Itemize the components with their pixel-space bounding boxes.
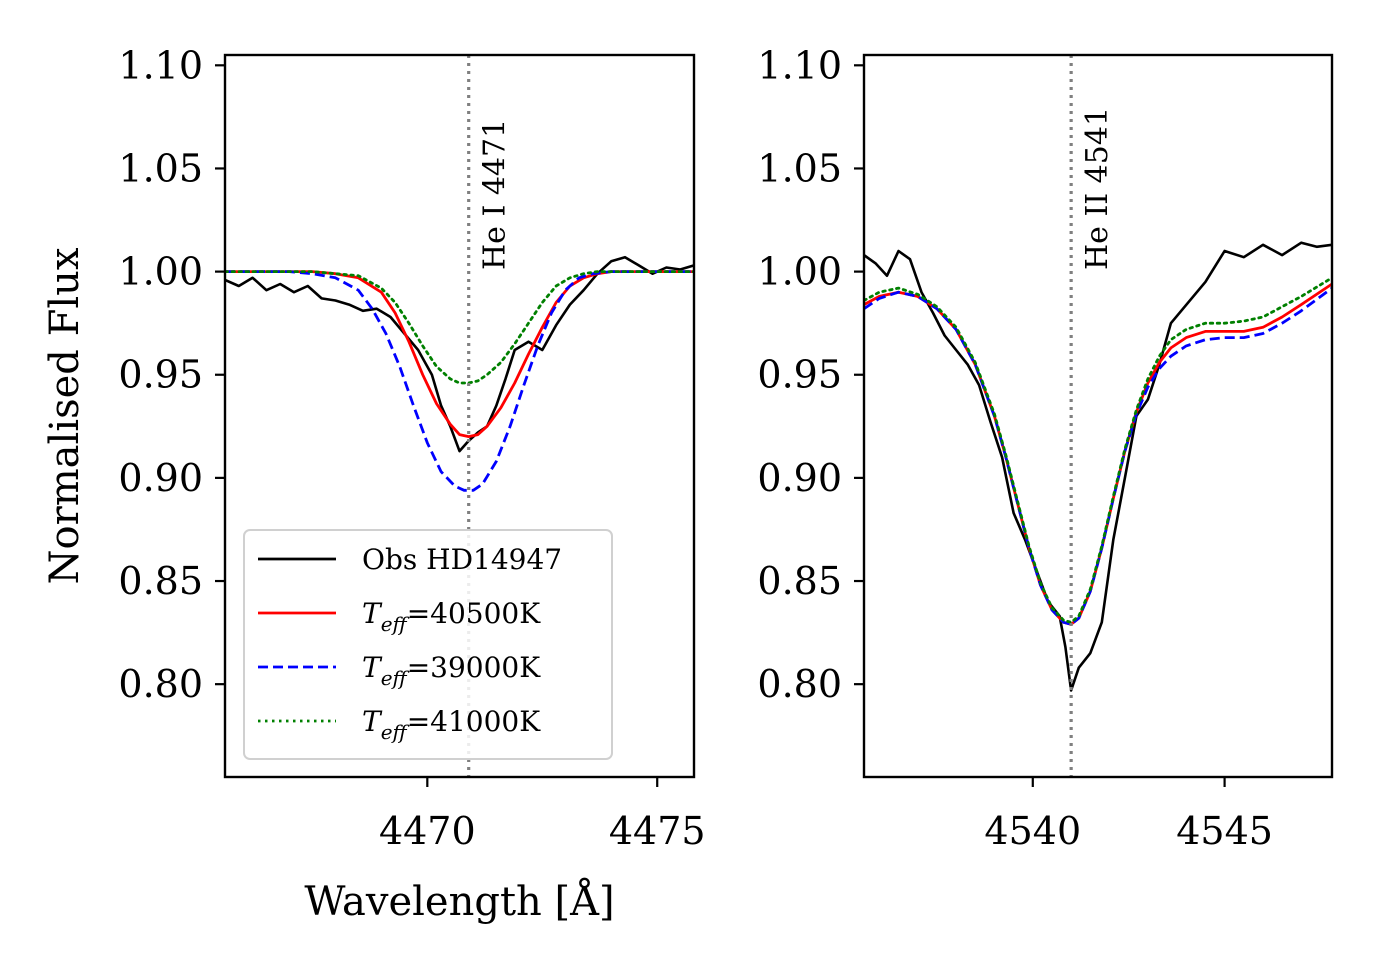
series-group <box>225 255 694 492</box>
series-line-t39000 <box>225 270 694 492</box>
y-tick-label: 0.95 <box>118 353 203 397</box>
legend-label-text: =41000K <box>407 705 542 738</box>
series-line-obs <box>864 241 1332 692</box>
legend-label-prefix: T <box>362 651 383 684</box>
legend-label-subscript: eff <box>381 720 411 744</box>
y-tick-label: 1.00 <box>757 250 842 294</box>
y-tick-label: 1.05 <box>118 146 203 190</box>
axes-frame <box>862 53 1334 779</box>
legend-label-t39000: Teff=39000K <box>362 651 541 690</box>
series-line-obs <box>225 255 694 453</box>
legend-label-prefix: T <box>362 705 383 738</box>
legend-label-subscript: eff <box>381 666 411 690</box>
legend-label-obs: Obs HD14947 <box>362 543 562 576</box>
y-tick-label: 0.80 <box>118 662 203 706</box>
y-tick-label: 0.90 <box>118 456 203 500</box>
legend-label-text: =39000K <box>407 651 542 684</box>
series-line-t40500 <box>225 270 694 439</box>
y-tick-label: 0.95 <box>757 353 842 397</box>
legend-label-text: Obs HD14947 <box>362 543 562 576</box>
y-tick-label: 1.10 <box>118 43 203 87</box>
legend-label-prefix: T <box>362 597 383 630</box>
series-line-t41000 <box>225 270 694 385</box>
reference-line-label: He II 4541 <box>1080 107 1115 270</box>
y-tick-label: 1.00 <box>118 250 203 294</box>
series-group <box>864 241 1332 692</box>
panel-he-i-4471: 0.80 0.85 0.90 0.95 1.00 1.05 1.10 4470 4475 He I… <box>42 43 706 925</box>
y-tick-label: 0.90 <box>757 456 842 500</box>
x-tick-label: 4540 <box>984 809 1081 853</box>
x-axis-label: Wavelength [Å] <box>304 878 614 925</box>
y-tick-label: 0.80 <box>757 662 842 706</box>
x-tick-label: 4545 <box>1176 809 1273 853</box>
series-line-t41000 <box>864 276 1332 624</box>
legend-label-t41000: Teff=41000K <box>362 705 541 744</box>
axes-frame <box>223 53 696 779</box>
legend-label-subscript: eff <box>381 612 411 636</box>
panel-he-ii-4541: 0.80 0.85 0.90 0.95 1.00 1.05 1.10 4540 4545 He I… <box>757 43 1334 853</box>
y-tick-label: 1.05 <box>757 146 842 190</box>
x-tick-label: 4470 <box>379 809 476 853</box>
x-tick-label: 4475 <box>609 809 706 853</box>
y-tick-label: 0.85 <box>118 559 203 603</box>
y-axis-label: Normalised Flux <box>42 247 88 584</box>
legend-label-t40500: Teff=40500K <box>362 597 541 636</box>
y-tick-label: 0.85 <box>757 559 842 603</box>
y-tick-label: 1.10 <box>757 43 842 87</box>
legend-box <box>243 529 613 760</box>
series-line-t39000 <box>864 286 1332 626</box>
reference-line-label: He I 4471 <box>478 119 513 270</box>
legend-label-text: =40500K <box>407 597 542 630</box>
